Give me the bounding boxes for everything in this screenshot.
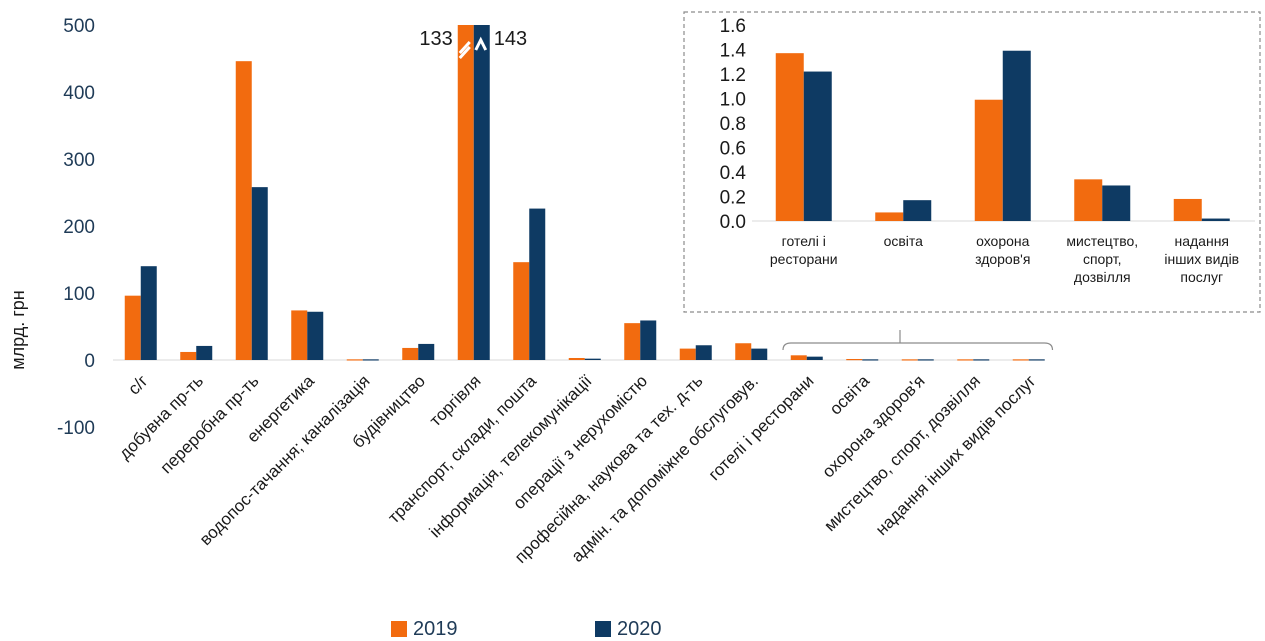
x-tick-label: охорона здоров'я (818, 371, 928, 481)
data-label-2019: 133 (419, 28, 452, 50)
bar-2020-3 (251, 187, 268, 360)
inset-x-tick-label: мистецтво, спорт, дозвілля (1066, 233, 1138, 285)
x-tick-label: освіта (826, 371, 874, 419)
bar-2019-2 (180, 351, 197, 360)
bar-2019-11 (679, 348, 696, 360)
bar-2019-7 (457, 25, 474, 360)
legend-label-2019: 2019 (413, 617, 458, 640)
inset-bar-2019-4 (1074, 179, 1103, 221)
y-tick-label: 0 (84, 351, 95, 372)
legend-2019: 2019 (391, 618, 458, 640)
zoom-bracket (782, 342, 1054, 351)
bar-2019-15 (901, 359, 918, 361)
bar-2020-2 (196, 345, 213, 360)
bar-2020-1 (140, 266, 157, 360)
bar-2019-5 (346, 359, 363, 361)
inset-y-tick-label: 0.6 (720, 139, 746, 160)
inset-bar-2019-1 (775, 53, 804, 221)
bar-2019-9 (568, 357, 585, 360)
bar-2019-16 (957, 359, 974, 361)
bar-2019-17 (1012, 359, 1029, 361)
y-tick-label: 200 (63, 217, 95, 238)
inset-y-tick-label: 1.6 (720, 16, 746, 37)
inset-x-tick-label: надання інших видів послуг (1164, 233, 1239, 285)
inset-y-tick-label: 0.4 (720, 163, 747, 184)
x-tick-label: с/г (124, 371, 151, 398)
axis-break-mark (474, 36, 488, 51)
legend-swatch-2020 (595, 621, 611, 637)
y-tick-label: 100 (63, 284, 95, 305)
inset-x-tick-label: освіта (884, 233, 924, 249)
inset-frame (683, 11, 1261, 313)
data-label-2020: 143 (494, 28, 527, 50)
bar-2019-3 (235, 61, 252, 361)
inset-y-tick-label: 1.2 (720, 65, 746, 86)
bar-2019-4 (291, 310, 308, 360)
x-tick-label: готелі і ресторани (705, 371, 818, 484)
bar-2020-12 (751, 348, 768, 360)
legend-swatch-2019 (391, 621, 407, 637)
bar-2020-17 (1028, 359, 1045, 361)
bar-2020-11 (695, 345, 712, 360)
legend-2020: 2020 (595, 618, 662, 640)
inset-bar-2019-2 (875, 212, 904, 221)
bar-2020-13 (806, 356, 823, 360)
bar-2019-6 (402, 347, 419, 360)
y-tick-label: 300 (63, 150, 95, 171)
bar-2020-15 (917, 359, 934, 361)
bar-2019-8 (513, 262, 530, 360)
legend-label-2020: 2020 (617, 617, 662, 640)
bar-2020-10 (640, 320, 657, 360)
axis-break-mark (458, 40, 471, 60)
inset-bar-2020-4 (1102, 185, 1131, 221)
y-axis-title: млрд. грн (8, 290, 28, 370)
inset-bar-2019-3 (974, 99, 1003, 221)
bar-2020-9 (584, 358, 601, 360)
inset-y-tick-label: 0.8 (720, 114, 746, 135)
bar-2019-14 (846, 358, 863, 361)
inset-y-tick-label: 1.0 (720, 90, 746, 111)
bar-2020-8 (529, 208, 546, 360)
bar-2020-7 (473, 25, 490, 360)
inset-y-tick-label: 0.0 (720, 212, 746, 233)
inset-y-tick-label: 1.4 (720, 41, 747, 62)
bar-2020-4 (307, 311, 324, 360)
bar-2020-6 (418, 343, 435, 360)
inset-bar-2020-3 (1002, 50, 1031, 221)
y-tick-label: -100 (57, 418, 95, 439)
inset-y-tick-label: 0.2 (720, 188, 746, 209)
bar-2019-13 (790, 355, 807, 360)
y-tick-label: 500 (63, 16, 95, 37)
x-tick-label: переробна пр-ть (157, 371, 263, 477)
bar-2019-12 (735, 343, 752, 360)
bar-2020-14 (862, 359, 879, 361)
bar-2020-5 (362, 359, 379, 361)
inset-bar-2020-5 (1201, 218, 1230, 221)
inset-x-tick-label: охорона здоров'я (975, 233, 1030, 267)
bar-2019-10 (624, 323, 641, 360)
bar-2020-16 (973, 359, 990, 361)
y-tick-label: 400 (63, 83, 95, 104)
inset-bar-2019-5 (1173, 198, 1202, 221)
inset-bar-2020-2 (903, 200, 932, 221)
inset-x-tick-label: готелі і ресторани (770, 233, 838, 267)
bar-2019-1 (124, 295, 141, 360)
inset-bar-2020-1 (803, 71, 832, 221)
